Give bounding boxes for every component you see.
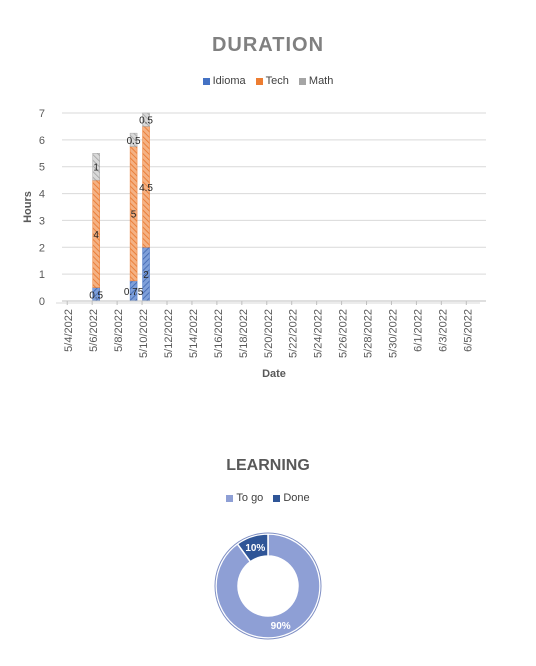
x-tick-label-5/20/2022: 5/20/2022 [263,309,275,358]
legend-swatch-tech [255,77,263,85]
y-tick-label-5: 5 [39,162,45,174]
legend-item-tech: Tech [255,75,289,87]
data-label-idioma-5/6/2022: 0.5 [89,290,103,301]
bar-math-5/10/2022 [142,112,150,127]
duration-chart-title: DURATION [211,34,325,56]
x-tick-label-5/22/2022: 5/22/2022 [288,309,300,358]
x-tick-label-5/24/2022: 5/24/2022 [313,309,325,358]
x-tick-label-5/4/2022: 5/4/2022 [63,309,75,352]
x-tick-label-6/5/2022: 6/5/2022 [462,309,474,352]
legend-swatch-to-go [226,494,234,502]
data-label-idioma-5/10/2022: 2 [143,270,149,281]
learning-chart-title: LEARNING [226,457,310,474]
data-label-idioma-5/9/2022: 0.75 [124,287,144,298]
donut-slice-to-go [215,533,321,639]
y-tick-label-7: 7 [39,108,45,120]
x-tick-label-5/28/2022: 5/28/2022 [363,309,375,358]
legend-label-idioma: Idioma [212,75,246,87]
x-axis-title: Date [262,368,286,380]
legend-swatch-math [298,77,306,85]
y-tick-label-1: 1 [39,269,45,281]
legend-item-math: Math [298,75,334,87]
legend-item-idioma: Idioma [202,75,246,87]
x-tick-label-5/14/2022: 5/14/2022 [188,309,200,358]
bar-math-5/6/2022 [92,153,100,181]
x-tick-label-6/3/2022: 6/3/2022 [437,309,449,352]
learning-legend: To go Done [0,492,536,504]
x-tick-label-5/12/2022: 5/12/2022 [163,309,175,358]
y-tick-label-6: 6 [39,135,45,147]
x-tick-label-5/8/2022: 5/8/2022 [113,309,125,352]
x-tick-label-5/18/2022: 5/18/2022 [238,309,250,358]
y-tick-label-2: 2 [39,242,45,254]
x-tick-label-5/26/2022: 5/26/2022 [338,309,350,358]
duration-legend: Idioma Tech Math [0,75,536,87]
data-label-math-5/9/2022: 0.5 [127,136,141,147]
data-label-tech-5/6/2022: 4 [93,230,99,241]
donut-label-to-go: 90% [271,621,291,632]
legend-label-done: Done [283,492,310,504]
x-tick-label-5/16/2022: 5/16/2022 [213,309,225,358]
duration-axes: 0 1 2 3 4 5 6 7 5/4/2022 5/6/2022 5/8/2022 5/10/202… [22,108,486,380]
y-tick-label-3: 3 [39,215,45,227]
data-label-tech-5/9/2022: 5 [131,210,137,221]
legend-item-done: Done [273,492,310,504]
donut-slice-done [236,533,269,563]
x-tick-label-5/10/2022: 5/10/2022 [138,309,150,358]
duration-data-labels: 0.5 4 1 0.75 5 0.5 2 4.5 0.5 [89,116,153,302]
bar-math-5/9/2022 [129,132,138,147]
legend-label-math: Math [308,75,334,87]
x-tick-label-5/6/2022: 5/6/2022 [88,309,100,352]
duration-bars [92,112,150,302]
legend-swatch-done [273,494,281,502]
legend-item-to-go: To go [226,492,263,504]
data-label-tech-5/10/2022: 4.5 [139,183,153,194]
legend-label-tech: Tech [265,75,289,87]
data-label-math-5/6/2022: 1 [93,163,99,174]
learning-donut: 90% 10% [214,532,322,640]
duration-gridlines [62,112,486,302]
y-tick-label-4: 4 [39,189,45,201]
y-tick-label-0: 0 [39,296,45,308]
x-tick-label-5/30/2022: 5/30/2022 [387,309,399,358]
legend-label-to-go: To go [236,492,264,504]
y-axis-title: Hours [22,191,34,223]
legend-swatch-idioma [202,77,210,85]
donut-outer-ring [214,532,322,640]
data-label-math-5/10/2022: 0.5 [139,116,153,127]
x-tick-label-6/1/2022: 6/1/2022 [412,309,424,352]
donut-label-done: 10% [245,543,265,554]
